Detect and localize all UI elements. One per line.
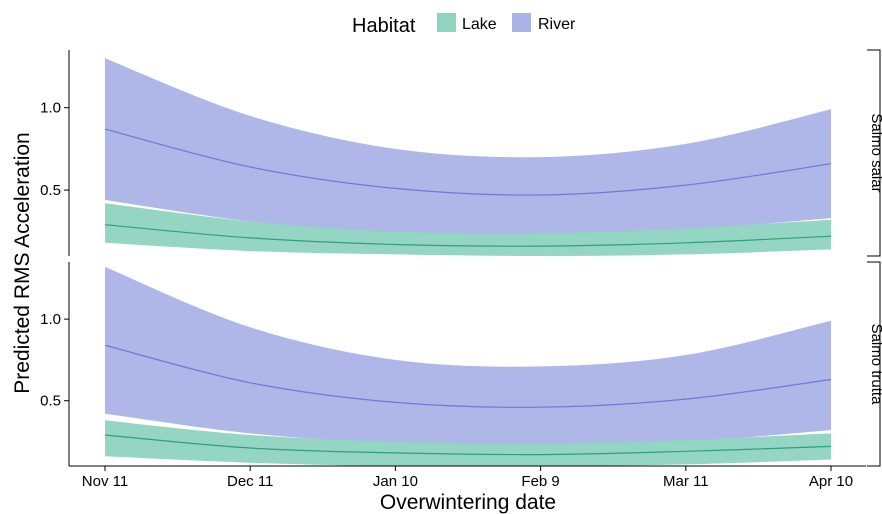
y-tick-label: 1.0 [40,311,61,328]
x-axis-title: Overwintering date [380,491,556,514]
facet-strip-label: Salmo salar [868,113,882,192]
legend-label-river: River [538,16,576,33]
confidence-band-river [105,266,831,445]
fit-line-lake [104,224,832,247]
fit-line-river [104,344,832,408]
y-tick-label: 1.0 [40,100,61,117]
legend-label-lake: Lake [462,16,497,33]
x-tick-label: Feb 9 [521,473,559,490]
x-tick-label: Apr 10 [809,473,853,490]
confidence-band-lake [105,203,831,256]
legend: Habitat Lake River [352,13,576,37]
x-tick-label: Mar 11 [663,473,709,490]
facet-panel-salmo-salar: 0.5 1.0 Salmo salar [40,49,882,257]
legend-swatch-lake [437,13,456,32]
facet-strip-border [867,261,881,467]
x-tick-label: Dec 11 [227,473,273,490]
y-tick-label: 0.5 [40,182,61,199]
confidence-band-river [105,58,831,235]
fit-line-lake [104,434,832,456]
legend-swatch-river [512,13,531,32]
confidence-band-lake [105,420,831,467]
facet-panel-salmo-trutta: 0.5 1.0 Nov 11 Dec 11 Jan 10 Feb 9 Mar 11 Apr … [40,261,882,490]
fit-line-river [104,128,832,196]
x-tick-label: Jan 10 [373,473,418,490]
facet-strip-label: Salmo trutta [868,324,882,406]
legend-title: Habitat [352,15,416,37]
y-tick-label: 0.5 [40,393,61,410]
facet-strip-border [867,49,881,257]
x-tick-label: Nov 11 [82,473,128,490]
y-axis-title: Predicted RMS Acceleration [11,132,34,393]
